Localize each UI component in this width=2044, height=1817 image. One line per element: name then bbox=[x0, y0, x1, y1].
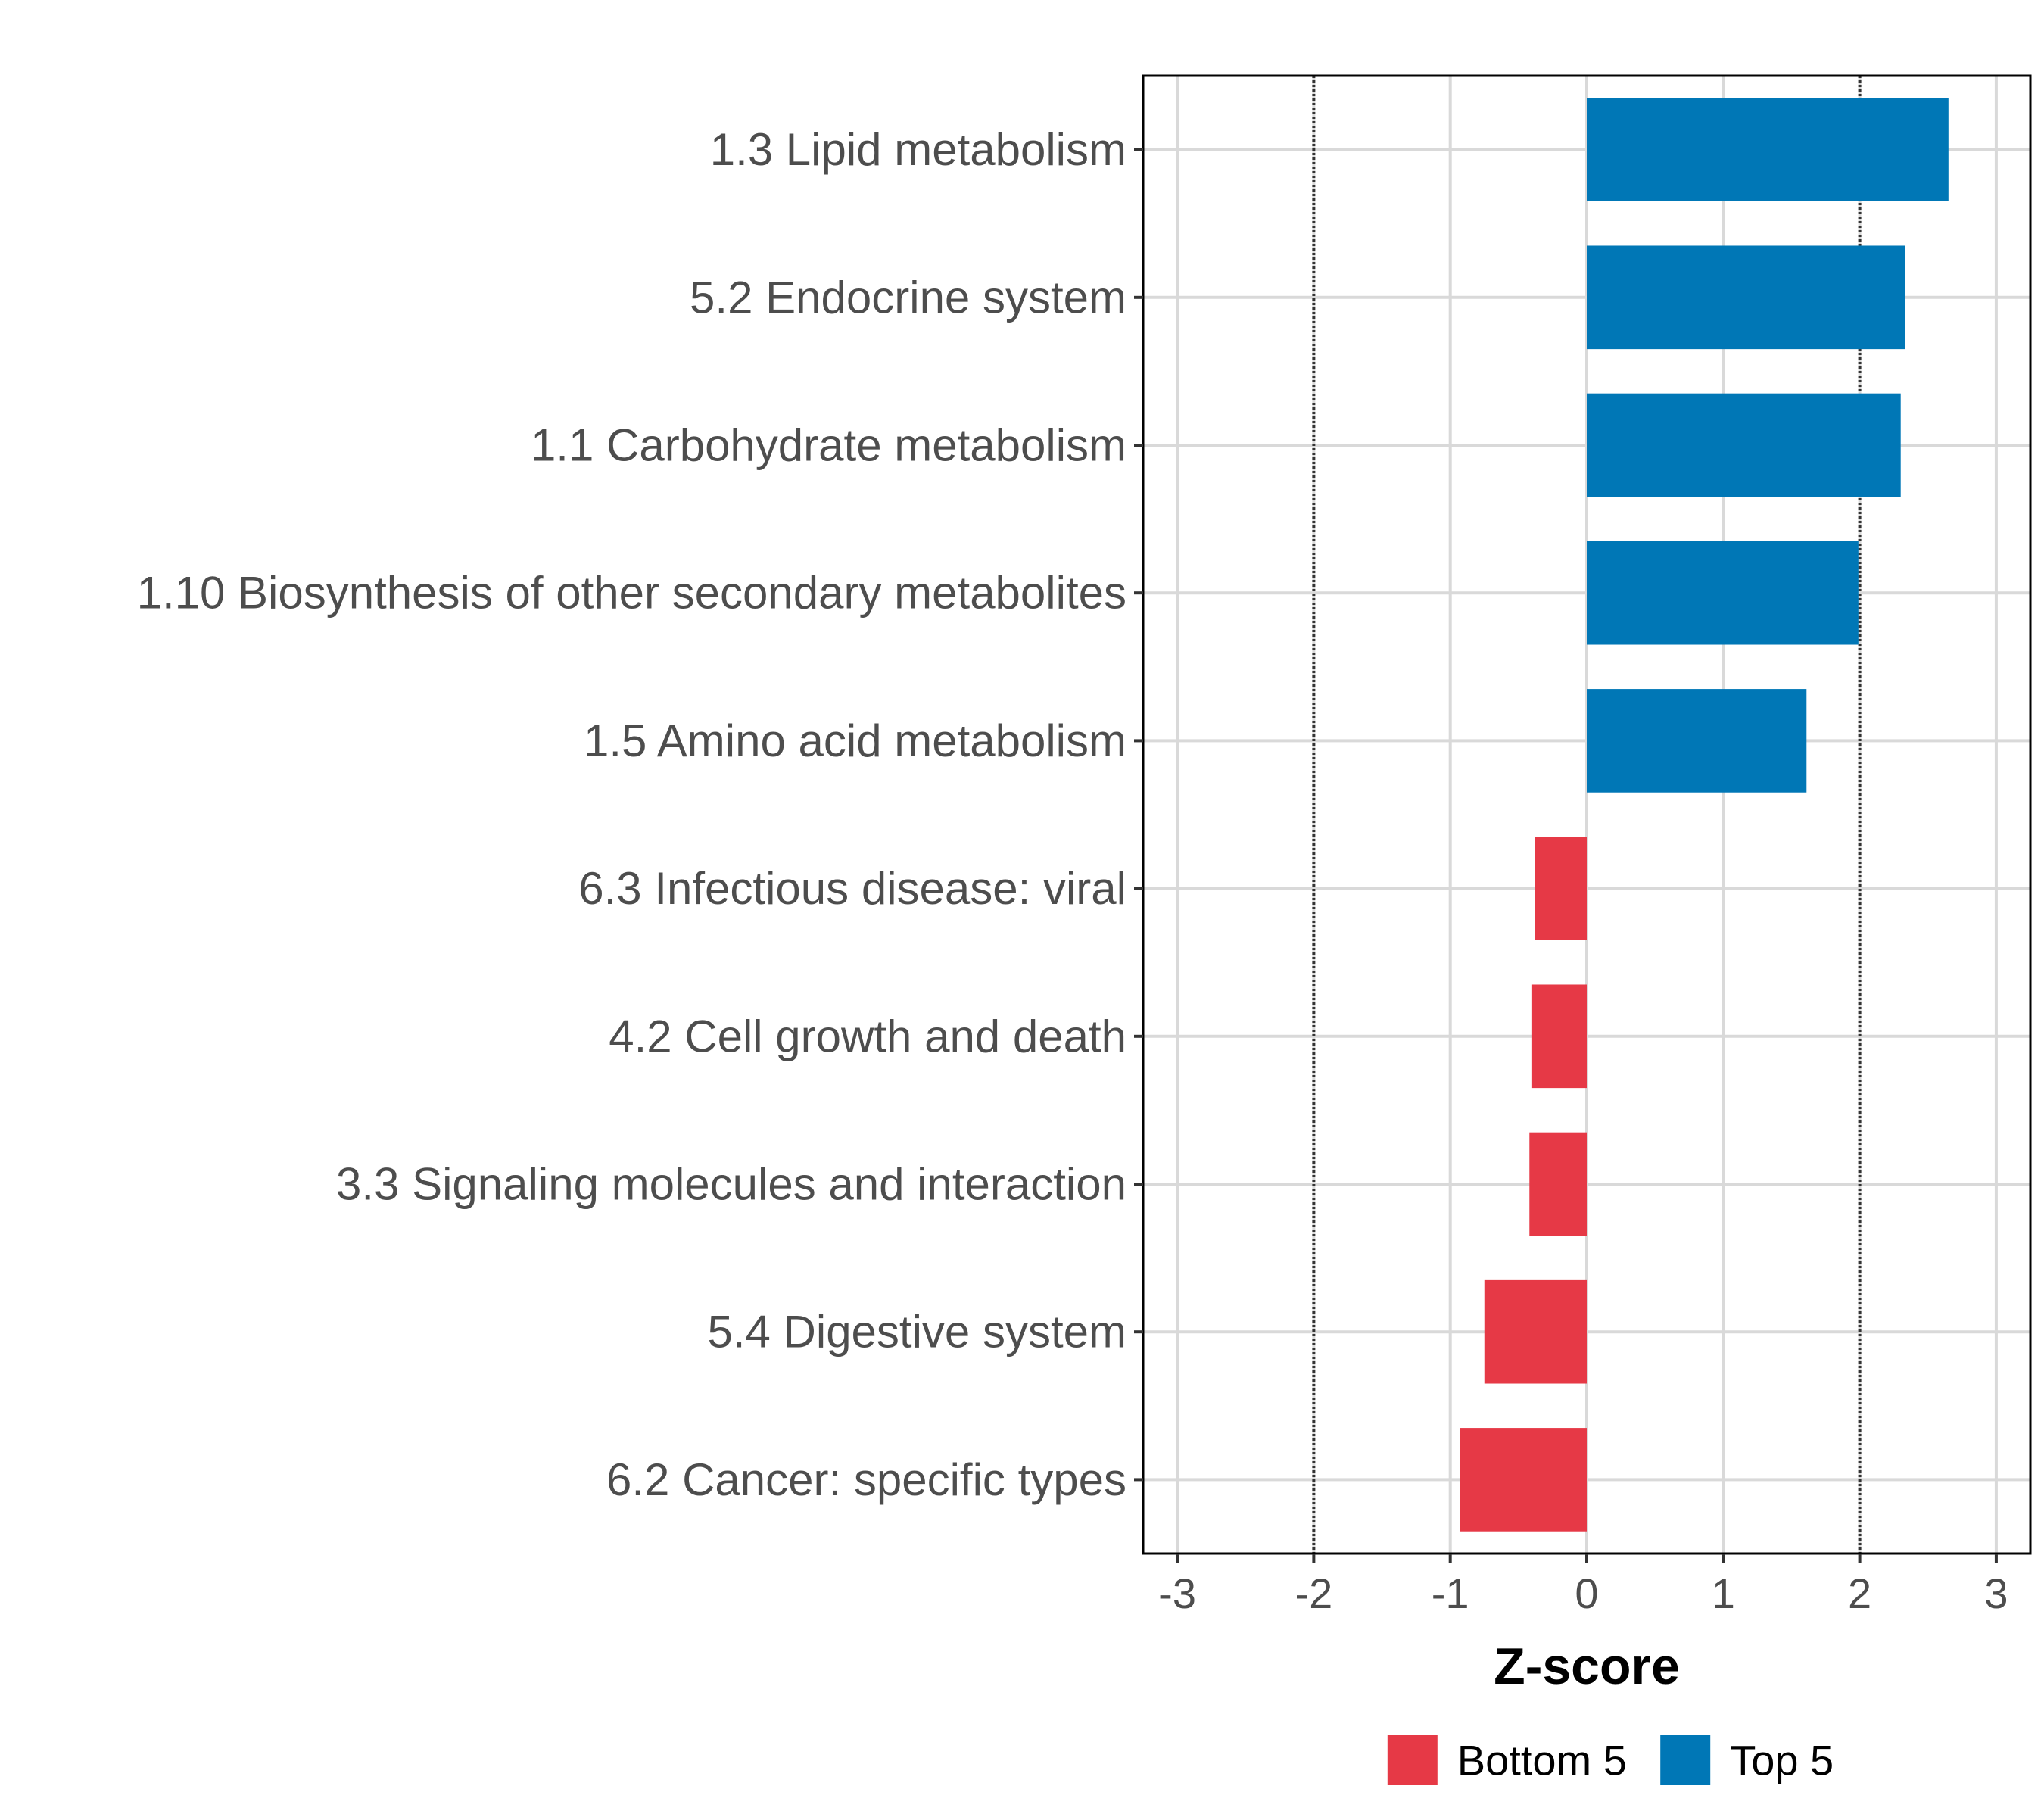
bar-3 bbox=[1587, 541, 1859, 645]
x-axis-title: Z-score bbox=[1494, 1638, 1680, 1695]
bar-5 bbox=[1535, 837, 1587, 940]
category-label-2: 1.1 Carbohydrate metabolism bbox=[531, 420, 1126, 471]
x-tick-label-3: 0 bbox=[1575, 1569, 1598, 1617]
legend: Bottom 5 Top 5 bbox=[1387, 1735, 1834, 1785]
category-label-3: 1.10 Biosynthesis of other secondary met… bbox=[137, 568, 1126, 619]
bar-8 bbox=[1484, 1279, 1587, 1384]
legend-label-0: Bottom 5 bbox=[1457, 1737, 1627, 1784]
bars bbox=[1460, 98, 1949, 1532]
legend-label-1: Top 5 bbox=[1730, 1737, 1834, 1784]
x-tick-label-1: -2 bbox=[1295, 1569, 1332, 1617]
bar-9 bbox=[1460, 1428, 1587, 1532]
bar-6 bbox=[1531, 984, 1587, 1089]
x-tick-label-4: 1 bbox=[1712, 1569, 1735, 1617]
category-label-8: 5.4 Digestive system bbox=[707, 1307, 1126, 1357]
category-label-9: 6.2 Cancer: specific types bbox=[606, 1454, 1126, 1505]
category-label-4: 1.5 Amino acid metabolism bbox=[584, 715, 1126, 766]
x-tick-label-2: -1 bbox=[1432, 1569, 1469, 1617]
category-label-5: 6.3 Infectious disease: viral bbox=[578, 863, 1126, 914]
x-axis-ticks: -3 -2 -1 0 1 2 3 bbox=[1158, 1554, 2008, 1617]
legend-swatch-0 bbox=[1387, 1735, 1438, 1785]
x-tick-label-5: 2 bbox=[1848, 1569, 1871, 1617]
bar-0 bbox=[1587, 98, 1949, 201]
bar-4 bbox=[1587, 689, 1807, 793]
x-tick-label-6: 3 bbox=[1984, 1569, 2008, 1617]
y-axis-ticks: 1.3 Lipid metabolism 5.2 Endocrine system… bbox=[137, 124, 1143, 1505]
category-label-1: 5.2 Endocrine system bbox=[690, 272, 1126, 323]
bar-2 bbox=[1587, 393, 1901, 497]
x-tick-label-0: -3 bbox=[1158, 1569, 1196, 1617]
legend-swatch-1 bbox=[1660, 1735, 1711, 1785]
category-label-0: 1.3 Lipid metabolism bbox=[710, 124, 1126, 175]
category-label-6: 4.2 Cell growth and death bbox=[609, 1011, 1126, 1061]
category-label-7: 3.3 Signaling molecules and interaction bbox=[336, 1159, 1126, 1210]
bar-1 bbox=[1587, 245, 1905, 350]
bar-7 bbox=[1529, 1132, 1587, 1236]
